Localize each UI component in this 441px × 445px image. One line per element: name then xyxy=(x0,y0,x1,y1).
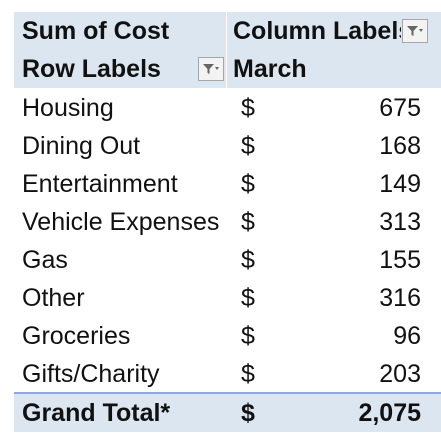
row-value[interactable]: 675 xyxy=(379,93,421,122)
table-row: Dining Out $ 168 xyxy=(0,127,441,165)
filter-dropdown-icon xyxy=(203,64,219,74)
currency-symbol: $ xyxy=(241,321,255,350)
table-row: Groceries $ 96 xyxy=(0,317,441,355)
currency-symbol: $ xyxy=(241,131,255,160)
row-label[interactable]: Entertainment xyxy=(22,169,178,198)
row-label[interactable]: Gifts/Charity xyxy=(22,359,160,388)
grand-total-label[interactable]: Grand Total* xyxy=(22,398,171,427)
row-labels-filter-button[interactable] xyxy=(198,57,224,81)
column-labels-header[interactable]: Column Labels xyxy=(233,16,401,45)
row-value[interactable]: 149 xyxy=(379,169,421,198)
row-label[interactable]: Groceries xyxy=(22,321,131,350)
currency-symbol: $ xyxy=(241,169,255,198)
currency-symbol: $ xyxy=(241,398,255,427)
row-value[interactable]: 316 xyxy=(379,283,421,312)
header-divider xyxy=(226,12,227,100)
row-label[interactable]: Other xyxy=(22,283,85,312)
currency-symbol: $ xyxy=(241,93,255,122)
grand-total-value[interactable]: 2,075 xyxy=(358,398,421,427)
table-row: Gifts/Charity $ 203 xyxy=(0,355,441,393)
column-value-march[interactable]: March xyxy=(233,54,307,83)
currency-symbol: $ xyxy=(241,283,255,312)
row-value[interactable]: 313 xyxy=(379,207,421,236)
row-label[interactable]: Housing xyxy=(22,93,114,122)
pivot-header-row-2: Row Labels March xyxy=(0,50,441,88)
row-label[interactable]: Gas xyxy=(22,245,68,274)
currency-symbol: $ xyxy=(241,207,255,236)
currency-symbol: $ xyxy=(241,245,255,274)
row-label[interactable]: Dining Out xyxy=(22,131,141,160)
values-header[interactable]: Sum of Cost xyxy=(22,16,170,45)
currency-symbol: $ xyxy=(241,359,255,388)
table-row: Vehicle Expenses $ 313 xyxy=(0,203,441,241)
row-labels-header[interactable]: Row Labels xyxy=(22,54,161,83)
table-row: Entertainment $ 149 xyxy=(0,165,441,203)
pivot-header-row-1: Sum of Cost Column Labels xyxy=(0,12,441,50)
table-row: Other $ 316 xyxy=(0,279,441,317)
row-value[interactable]: 203 xyxy=(379,359,421,388)
row-value[interactable]: 96 xyxy=(393,321,421,350)
column-labels-filter-button[interactable] xyxy=(402,19,428,43)
row-value[interactable]: 155 xyxy=(379,245,421,274)
table-row: Housing $ 675 xyxy=(0,89,441,127)
table-row: Gas $ 155 xyxy=(0,241,441,279)
left-margin xyxy=(0,0,14,445)
row-value[interactable]: 168 xyxy=(379,131,421,160)
grand-total-row: Grand Total* $ 2,075 xyxy=(0,392,441,432)
filter-dropdown-icon xyxy=(407,26,423,36)
row-label[interactable]: Vehicle Expenses xyxy=(22,207,220,236)
